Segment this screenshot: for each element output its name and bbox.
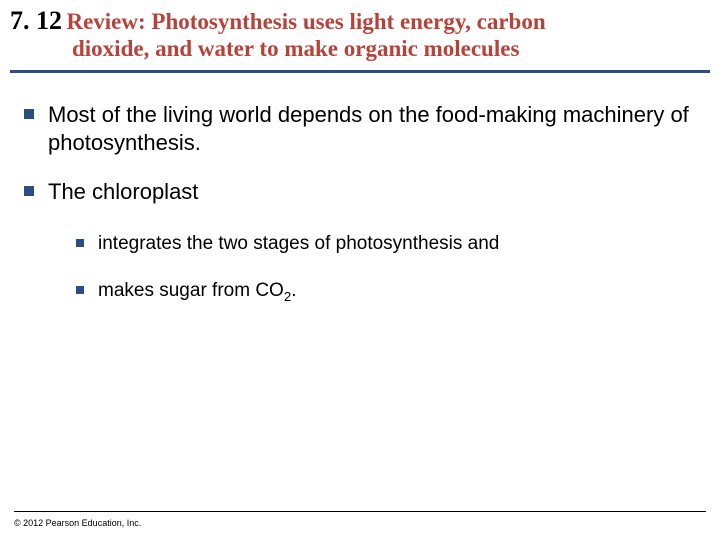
copyright-text: © 2012 Pearson Education, Inc.: [14, 518, 141, 528]
slide-content: Most of the living world depends on the …: [0, 73, 720, 306]
bullet-subitem: makes sugar from CO2.: [76, 279, 696, 305]
bullet-text: integrates the two stages of photosynthe…: [98, 233, 499, 254]
bullet-item: The chloroplast integrates the two stage…: [24, 178, 696, 306]
heading-title-line1: Review: Photosynthesis uses light energy…: [66, 9, 545, 34]
bullet-text-pre: makes sugar from CO: [98, 280, 284, 301]
bullet-item: Most of the living world depends on the …: [24, 101, 696, 156]
bullet-list-level1: Most of the living world depends on the …: [24, 101, 696, 306]
heading-title-line2: dioxide, and water to make organic molec…: [10, 36, 710, 62]
bullet-subitem: integrates the two stages of photosynthe…: [76, 232, 696, 256]
bullet-text-post: .: [291, 280, 296, 301]
bullet-list-level2: integrates the two stages of photosynthe…: [48, 232, 696, 306]
section-number: 7. 12: [10, 6, 62, 35]
slide-heading: 7. 12 Review: Photosynthesis uses light …: [0, 0, 720, 62]
bullet-text: Most of the living world depends on the …: [48, 102, 689, 155]
footer-rule: [14, 511, 706, 512]
bullet-text: The chloroplast: [48, 179, 198, 204]
